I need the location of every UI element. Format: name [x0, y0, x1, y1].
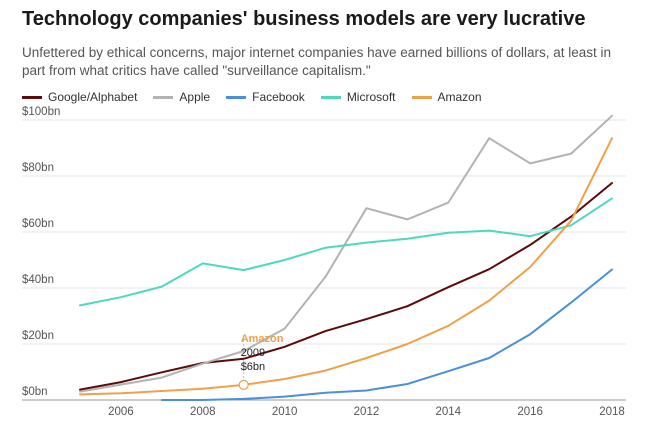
y-tick-label: $80bn [22, 162, 54, 174]
annotation-series-name: Amazon [241, 333, 284, 345]
legend-label-google: Google/Alphabet [48, 90, 138, 104]
series-line-apple [79, 114, 613, 393]
x-tick-label: 2016 [517, 406, 543, 418]
legend-swatch-amazon [411, 95, 432, 99]
annotation-year: 2009 [241, 347, 265, 359]
series-line-amazon [79, 137, 613, 396]
legend-label-amazon: Amazon [437, 90, 482, 104]
series-line-google [79, 182, 613, 391]
legend-label-facebook: Facebook [252, 90, 305, 104]
x-tick-label: 2006 [108, 406, 134, 418]
annotation-value: $6bn [241, 361, 265, 373]
chart-title: Technology companies' business models ar… [22, 8, 586, 30]
legend-item-google[interactable]: Google/Alphabet [22, 90, 137, 104]
y-tick-label: $40bn [22, 274, 54, 286]
legend-item-amazon[interactable]: Amazon [411, 90, 482, 104]
y-tick-label: $0bn [22, 386, 48, 398]
y-tick-label: $20bn [22, 330, 54, 342]
legend-label-apple: Apple [179, 90, 211, 104]
chart-subtitle: Unfettered by ethical concerns, major in… [22, 45, 612, 78]
x-tick-label: 2010 [272, 406, 298, 418]
x-tick-label: 2012 [354, 406, 380, 418]
x-tick-label: 2018 [599, 406, 625, 418]
series-line-microsoft [79, 197, 613, 307]
legend-swatch-facebook [226, 95, 247, 99]
x-tick-label: 2014 [436, 406, 462, 418]
legend-swatch-apple [153, 95, 174, 99]
legend-swatch-microsoft [320, 95, 341, 99]
x-tick-label: 2008 [190, 406, 216, 418]
legend: Google/Alphabet Apple Facebook Microsoft… [22, 90, 498, 104]
y-tick-label: $60bn [22, 218, 54, 230]
y-tick-label: $100bn [22, 106, 60, 118]
legend-item-apple[interactable]: Apple [153, 90, 210, 104]
legend-item-facebook[interactable]: Facebook [226, 90, 305, 104]
annotation-marker [238, 379, 249, 390]
legend-item-microsoft[interactable]: Microsoft [320, 90, 396, 104]
legend-swatch-google [22, 95, 42, 99]
legend-label-microsoft: Microsoft [346, 90, 396, 104]
series-line-facebook [160, 268, 613, 401]
